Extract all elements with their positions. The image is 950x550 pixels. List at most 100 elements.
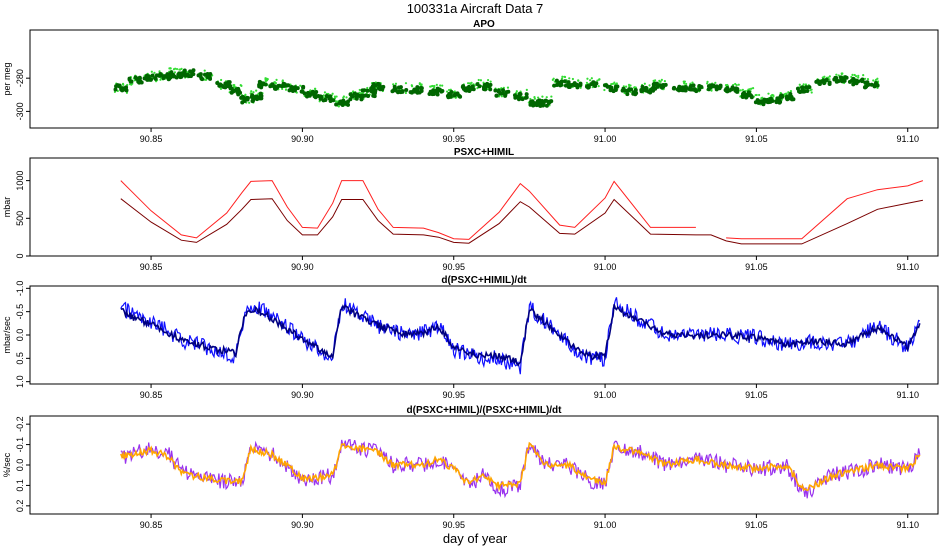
- apo-point: [590, 77, 593, 80]
- apo-point: [862, 85, 867, 90]
- apo-point: [817, 81, 822, 86]
- apo-point: [476, 87, 479, 90]
- apo-point: [660, 78, 663, 81]
- apo-point: [479, 79, 483, 82]
- apo-point: [394, 82, 398, 85]
- apo-point: [334, 102, 339, 107]
- apo-point: [755, 93, 758, 97]
- panel-frame: [29, 29, 939, 129]
- y-axis-label: %/sec: [2, 452, 12, 477]
- apo-point: [445, 90, 449, 93]
- apo-point: [689, 84, 694, 89]
- apo-point: [797, 89, 802, 94]
- apo-point: [710, 84, 715, 89]
- apo-point: [506, 86, 510, 89]
- apo-point: [624, 85, 628, 88]
- x-tick-label: 91.05: [745, 390, 768, 400]
- apo-point: [439, 84, 442, 87]
- apo-point: [203, 69, 206, 72]
- apo-point: [608, 88, 613, 93]
- apo-point: [676, 88, 681, 93]
- apo-point: [778, 99, 783, 104]
- apo-point: [827, 81, 832, 86]
- apo-point: [299, 84, 302, 87]
- apo-point: [253, 94, 258, 99]
- apo-point: [863, 77, 867, 80]
- apo-point: [823, 75, 826, 78]
- apo-point: [802, 89, 807, 94]
- apo-point: [780, 94, 785, 99]
- y-tick-label: -0.1: [15, 437, 25, 453]
- apo-point: [615, 82, 618, 85]
- apo-point: [524, 92, 529, 97]
- apo-point: [758, 99, 763, 104]
- apo-point: [354, 94, 359, 99]
- apo-point: [855, 75, 858, 78]
- apo-point: [697, 87, 702, 92]
- apo-point: [169, 67, 172, 70]
- apo-point: [488, 87, 493, 92]
- apo-point: [677, 84, 682, 89]
- apo-point: [623, 88, 628, 93]
- y-tick-label: 0.0: [15, 329, 25, 342]
- apo-point: [477, 78, 480, 82]
- apo-point: [789, 94, 794, 99]
- apo-point: [544, 103, 549, 108]
- apo-point: [763, 99, 768, 104]
- apo-point: [328, 98, 333, 103]
- apo-point: [785, 96, 790, 101]
- apo-point: [853, 73, 856, 77]
- x-tick-label: 90.85: [140, 520, 163, 530]
- apo-point: [545, 96, 548, 99]
- x-tick-label: 91.05: [745, 134, 768, 144]
- apo-point: [189, 70, 194, 75]
- apo-point: [342, 96, 345, 99]
- apo-point: [273, 81, 277, 84]
- apo-point: [841, 72, 844, 75]
- apo-point: [358, 88, 361, 92]
- apo-point: [153, 76, 158, 81]
- panel-title: d(PSXC+HIMIL)/dt: [441, 275, 527, 286]
- apo-point: [625, 92, 630, 97]
- apo-point: [524, 95, 529, 100]
- apo-point: [550, 95, 553, 98]
- apo-point: [242, 99, 247, 104]
- apo-point: [441, 84, 444, 87]
- x-tick-label: 90.95: [442, 262, 465, 272]
- y-axis-label: per meg: [2, 62, 12, 95]
- apo-point: [733, 88, 738, 93]
- y-tick-label: 0.5: [15, 352, 25, 365]
- apo-point: [739, 89, 742, 92]
- apo-point: [295, 86, 300, 91]
- apo-point: [463, 88, 468, 93]
- apo-point: [372, 91, 377, 96]
- apo-point: [457, 94, 462, 99]
- apo-point: [697, 84, 702, 89]
- apo-point: [814, 79, 819, 84]
- apo-point: [264, 77, 267, 80]
- apo-point: [810, 91, 813, 94]
- apo-point: [810, 88, 813, 91]
- apo-point: [713, 84, 718, 89]
- apo-point: [611, 82, 615, 85]
- apo-point: [598, 78, 601, 81]
- apo-point: [150, 70, 153, 73]
- apo-point: [570, 82, 575, 87]
- y-tick-label: 0: [15, 253, 25, 258]
- apo-point: [633, 87, 638, 92]
- apo-point: [258, 91, 263, 96]
- apo-point: [737, 83, 740, 86]
- apo-point: [692, 87, 697, 92]
- apo-point: [396, 85, 401, 90]
- y-tick-label: -0.2: [15, 416, 25, 432]
- apo-point: [758, 93, 761, 97]
- x-tick-label: 91.00: [594, 390, 617, 400]
- apo-point: [651, 82, 656, 87]
- apo-point: [688, 87, 693, 92]
- apo-point: [337, 105, 340, 108]
- apo-point: [804, 83, 808, 86]
- apo-point: [172, 74, 177, 79]
- apo-point: [785, 92, 788, 95]
- apo-point: [751, 87, 755, 90]
- apo-point: [159, 78, 162, 81]
